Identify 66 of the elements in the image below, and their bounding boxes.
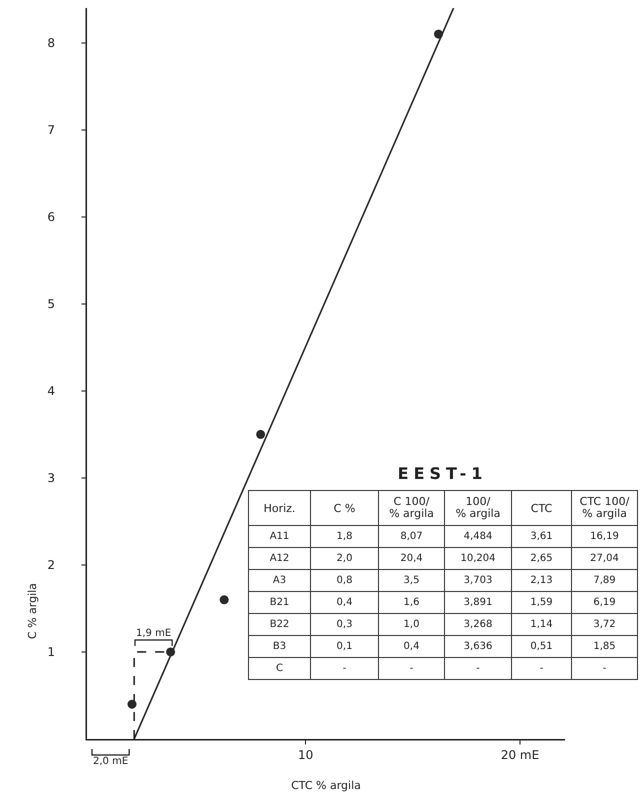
- text: Horiz.: [248, 490, 310, 526]
- text: 20,4: [400, 553, 423, 564]
- text: 3,703: [464, 575, 492, 586]
- point: [256, 430, 266, 439]
- y-tick-label: 3: [47, 471, 55, 486]
- text: -: [540, 663, 544, 674]
- y-tick-label: 8: [47, 36, 55, 50]
- text: 3,61: [530, 531, 553, 542]
- text: 1,14: [530, 619, 553, 630]
- text: EEST-1: [396, 463, 488, 485]
- y-tick-label: 6: [47, 210, 55, 224]
- text: -: [476, 663, 480, 674]
- x-tick-label: 10: [298, 748, 314, 762]
- category-label: C 100/% argila: [389, 495, 434, 520]
- x-tick-label: 20 mE: [500, 748, 540, 762]
- category-label: C: [276, 663, 283, 674]
- text: -: [410, 663, 414, 674]
- text: 0,3: [336, 619, 352, 630]
- category-label: A11: [270, 531, 290, 542]
- text: 3,72: [593, 619, 616, 630]
- text: 1,0: [404, 619, 420, 630]
- text: 1,6: [404, 597, 420, 608]
- y-tick-label: 2: [47, 558, 55, 572]
- category-label: C %: [310, 490, 378, 526]
- point: [128, 700, 137, 709]
- text: 3,636: [464, 641, 492, 652]
- text: 10,204: [460, 553, 496, 564]
- text: 3,891: [464, 597, 492, 608]
- text: 4,484: [464, 531, 492, 542]
- text: 3,268: [464, 619, 492, 630]
- category-label: A12: [270, 553, 290, 564]
- y-axis-title: C % argila: [26, 583, 39, 640]
- text: 8,07: [400, 531, 423, 542]
- text: 7,89: [593, 575, 616, 586]
- text: 1,8: [336, 531, 352, 542]
- category-label: CTC: [512, 490, 572, 526]
- category-label: 100/% argila: [456, 495, 500, 520]
- category-label: B21: [270, 597, 290, 608]
- text: 0,4: [336, 597, 352, 608]
- text: 0,4: [404, 641, 420, 652]
- y-tick-label: 4: [47, 384, 55, 398]
- point: [220, 595, 229, 604]
- text: 2,0 mE: [93, 756, 128, 767]
- text: 3,5: [404, 575, 420, 586]
- annotation: 1,9 mE: [136, 628, 172, 639]
- y-tick-label: 5: [47, 297, 55, 312]
- category-label: B3: [272, 641, 286, 652]
- text: 1,59: [530, 597, 553, 608]
- text: 2,13: [530, 575, 553, 586]
- category-label: CTC 100/% argila: [580, 495, 630, 520]
- text: 16,19: [590, 531, 619, 542]
- text: 2,65: [530, 553, 553, 564]
- y-tick-label: 1: [47, 645, 55, 660]
- text: -: [342, 663, 346, 674]
- text: -: [602, 663, 606, 674]
- category-label: B22: [270, 619, 290, 630]
- x-axis-title: CTC % argila: [291, 778, 361, 792]
- y-tick-label: 7: [47, 123, 55, 138]
- text: 1,85: [593, 641, 616, 652]
- category-label: A3: [272, 575, 286, 586]
- text: 2,0: [336, 553, 352, 564]
- text: 27,04: [590, 553, 619, 564]
- text: 0,8: [336, 575, 352, 586]
- text: 6,19: [593, 597, 616, 608]
- text: 0,1: [336, 641, 352, 652]
- text: 0,51: [530, 641, 553, 652]
